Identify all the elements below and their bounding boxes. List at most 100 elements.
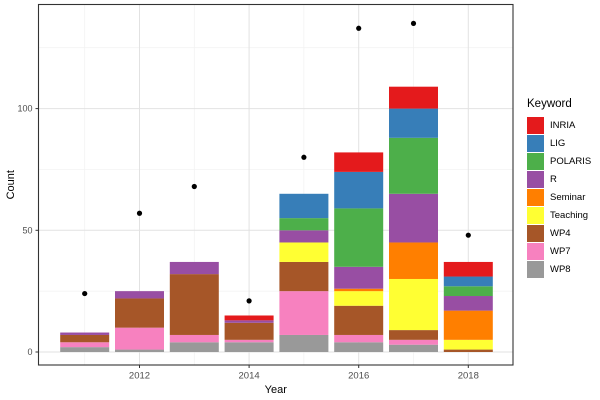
legend-item-seminar: Seminar — [527, 189, 591, 206]
bar-segment-2016-wp7 — [334, 334, 384, 343]
bar-segment-2018-r — [443, 296, 493, 311]
legend-label: INRIA — [550, 120, 576, 131]
bar-segment-2014-wp8 — [224, 342, 274, 352]
bar-segment-2012-wp8 — [115, 349, 164, 352]
bar-segment-2015-wp8 — [279, 334, 329, 352]
y-tick-label: 0 — [27, 347, 32, 357]
legend-swatch-seminar — [527, 189, 544, 206]
bar-segment-2014-r — [224, 320, 274, 323]
bar-segment-2015-wp7 — [279, 291, 329, 335]
legend-label: WP7 — [550, 246, 571, 257]
bar-segment-2013-wp8 — [169, 342, 219, 352]
legend: Keyword INRIA LIG POLARIS R Seminar — [527, 98, 592, 278]
data-point-2017 — [410, 20, 417, 27]
legend-item-teaching: Teaching — [527, 207, 591, 224]
y-tick-label: 50 — [22, 225, 32, 235]
legend-item-r: R — [527, 171, 591, 188]
bar-segment-2016-wp8 — [334, 342, 384, 352]
bar-segment-2015-wp4 — [279, 261, 329, 292]
bar-segment-2017-inria — [389, 86, 438, 109]
bar-segment-2015-r — [279, 230, 329, 243]
legend-swatch-inria — [527, 117, 544, 134]
legend-label: Seminar — [550, 192, 586, 203]
bar-segment-2014-wp7 — [224, 339, 274, 343]
data-point-2015 — [301, 154, 307, 160]
bar-segment-2017-r — [389, 193, 438, 243]
legend-swatch-wp4 — [527, 225, 544, 242]
legend-label: LIG — [550, 138, 566, 149]
legend-swatch-teaching — [527, 207, 544, 224]
bar-segment-2018-seminar — [443, 310, 493, 340]
legend-title: Keyword — [527, 98, 572, 110]
bar-segment-2017-lig — [389, 108, 438, 138]
bar-segment-2017-teaching — [389, 278, 438, 331]
bar-segment-2017-wp4 — [389, 330, 438, 340]
bar-segment-2012-r — [115, 291, 164, 299]
x-tick-label: 2018 — [458, 371, 479, 382]
data-point-2014 — [246, 298, 252, 304]
data-point-2012 — [136, 210, 143, 216]
legend-item-polaris: POLARIS — [527, 153, 591, 170]
legend-items: INRIA LIG POLARIS R Seminar Teaching — [527, 117, 591, 278]
bar-segment-2015-lig — [279, 193, 329, 219]
legend-item-wp7: WP7 — [527, 243, 591, 260]
bar-segment-2012-wp4 — [115, 298, 164, 328]
bar-segment-2016-polaris — [334, 208, 384, 267]
data-point-2011 — [82, 290, 88, 297]
bar-segment-2016-inria — [334, 152, 384, 172]
bar-segment-2011-wp4 — [60, 334, 110, 343]
legend-item-inria: INRIA — [527, 117, 591, 134]
bar-segment-2016-r — [334, 266, 384, 289]
y-tick-label: 100 — [17, 104, 32, 114]
x-tick-label: 2014 — [239, 371, 260, 382]
bar-segment-2018-lig — [443, 276, 493, 287]
bar-segment-2018-inria — [443, 261, 493, 277]
bar-segment-2018-wp4 — [443, 349, 493, 352]
legend-item-wp8: WP8 — [527, 261, 591, 278]
legend-item-lig: LIG — [527, 135, 591, 152]
legend-label: POLARIS — [550, 156, 592, 167]
bar-segment-2011-r — [60, 332, 110, 335]
bar-segment-2018-teaching — [443, 339, 493, 350]
bar-segment-2014-inria — [224, 315, 274, 321]
panel-background — [38, 4, 513, 365]
bar-segment-2013-wp4 — [169, 274, 219, 335]
bar-segment-2014-wp4 — [224, 322, 274, 340]
bar-segment-2012-wp7 — [115, 327, 164, 350]
bar-segment-2013-wp7 — [169, 334, 219, 343]
bar-segment-2016-lig — [334, 171, 384, 209]
legend-label: WP8 — [550, 264, 571, 275]
legend-swatch-lig — [527, 135, 544, 152]
x-axis-title: Year — [265, 384, 288, 396]
bar-segment-2017-polaris — [389, 137, 438, 194]
legend-label: Teaching — [550, 210, 589, 221]
bar-segment-2015-polaris — [279, 218, 329, 231]
bar-segment-2011-wp7 — [60, 342, 110, 348]
legend-label: R — [550, 174, 557, 185]
legend-swatch-wp7 — [527, 243, 544, 260]
bar-segment-2016-teaching — [334, 291, 384, 306]
bar-segment-2013-r — [169, 261, 219, 275]
legend-swatch-polaris — [527, 153, 544, 170]
data-point-2016 — [356, 25, 362, 31]
bar-segment-2017-wp7 — [389, 339, 438, 345]
bar-segment-2011-wp8 — [60, 347, 110, 352]
panel-border — [37, 3, 514, 366]
bar-segment-2017-seminar — [389, 242, 438, 279]
bar-segment-2017-wp8 — [389, 344, 438, 352]
legend-swatch-r — [527, 171, 544, 188]
x-tick-label: 2012 — [129, 371, 150, 382]
x-tick-label: 2016 — [348, 371, 369, 382]
legend-label: WP4 — [550, 228, 571, 239]
legend-swatch-wp8 — [527, 261, 544, 278]
bar-segment-2016-seminar — [334, 288, 384, 292]
bar-segment-2015-teaching — [279, 242, 329, 262]
data-point-2018 — [465, 232, 471, 238]
bar-segment-2016-wp4 — [334, 305, 384, 335]
y-axis-title: Count — [5, 170, 17, 199]
legend-item-wp4: WP4 — [527, 225, 591, 242]
bar-segment-2018-polaris — [443, 286, 493, 297]
data-point-2013 — [191, 183, 197, 190]
